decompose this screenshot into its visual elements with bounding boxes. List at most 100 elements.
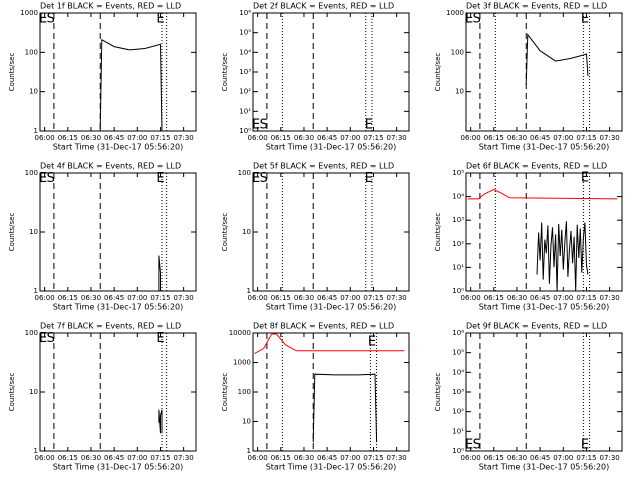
y-tick-label: 10¹ [452,263,464,271]
x-tick-label: 07:30 [387,134,407,142]
y-tick-label: 100 [25,169,38,177]
y-tick-label: 10 [242,418,251,426]
panel: Det 5f BLACK = Events, RED = LLD Start Ti… [221,162,410,312]
plot-frame [252,172,410,292]
plot-frame [39,172,197,292]
data-line [158,409,163,434]
x-tick-label: 06:30 [81,454,101,462]
x-tick-label: 06:30 [507,454,527,462]
panel-title: Det 6f BLACK = Events, RED = LLD [466,162,607,171]
x-tick-label: 07:15 [363,294,383,302]
y-tick-label: 10 [29,228,38,236]
y-tick-label: 10000 [229,329,251,337]
panel: Det 1f BLACK = Events, RED = LLD Start Ti… [8,2,197,152]
event-label: E [581,12,589,27]
x-tick-label: 07:00 [127,294,147,302]
y-tick-label: 10⁴ [452,193,464,201]
x-tick-label: 06:45 [530,134,550,142]
x-axis-label: Start Time (31-Dec-17 05:56:20) [266,303,397,312]
panel: Det 7f BLACK = Events, RED = LLD Start Ti… [8,322,197,472]
y-tick-label: 10⁵ [239,29,251,37]
event-label: E [368,334,376,349]
event-label: S [473,438,481,453]
x-tick-label: 06:45 [317,454,337,462]
plot-frame [252,332,410,452]
event-label: S [260,118,268,133]
x-tick-label: 06:45 [317,294,337,302]
data-line [312,373,378,443]
plot-frame [252,12,410,132]
x-tick-label: 07:15 [150,134,170,142]
x-tick-label: 07:00 [340,294,360,302]
event-label: S [47,331,55,346]
x-tick-label: 07:00 [553,294,573,302]
panel: Det 3f BLACK = Events, RED = LLD Start Ti… [434,2,623,152]
y-tick-label: 10⁴ [452,368,464,376]
event-label: E [581,438,589,453]
panel-title: Det 8f BLACK = Events, RED = LLD [253,322,394,331]
x-tick-label: 06:45 [530,454,550,462]
x-axis-label: Start Time (31-Dec-17 05:56:20) [479,143,610,152]
x-tick-label: 06:00 [35,454,55,462]
y-tick-label: 10² [452,240,464,248]
x-tick-label: 07:00 [127,134,147,142]
x-tick-label: 06:30 [507,134,527,142]
x-tick-label: 06:15 [58,454,78,462]
x-tick-label: 07:00 [127,454,147,462]
x-tick-label: 06:15 [271,454,291,462]
x-tick-label: 07:00 [340,454,360,462]
plot-frame [465,12,623,132]
y-tick-label: 10⁵ [452,349,464,357]
y-tick-label: 100 [25,329,38,337]
x-axis-label: Start Time (31-Dec-17 05:56:20) [266,463,397,472]
event-label: E [156,12,164,27]
x-tick-label: 06:15 [484,454,504,462]
y-tick-label: 10 [29,88,38,96]
x-tick-label: 06:00 [35,294,55,302]
panel-title: Det 7f BLACK = Events, RED = LLD [40,322,181,331]
y-tick-label: 1000 [233,359,251,367]
x-tick-label: 07:15 [150,294,170,302]
event-label: E [365,118,373,133]
y-tick-label: 1 [34,447,38,455]
panel-title: Det 9f BLACK = Events, RED = LLD [466,322,607,331]
x-axis-label: Start Time (31-Dec-17 05:56:20) [53,143,184,152]
x-tick-label: 06:30 [81,294,101,302]
y-tick-label: 10³ [239,68,251,76]
x-tick-label: 06:15 [58,134,78,142]
data-line [525,33,589,85]
y-tick-label: 10 [455,88,464,96]
panel-title: Det 2f BLACK = Events, RED = LLD [253,2,394,11]
y-tick-label: 1000 [20,9,38,17]
y-axis-label: Counts/sec [434,53,442,92]
y-tick-label: 10⁰ [452,447,464,455]
data-line [467,188,618,200]
event-label: E [156,331,164,346]
plot-frame [39,12,197,132]
data-line [254,333,405,355]
event-label: S [47,12,55,27]
x-tick-label: 07:15 [363,454,383,462]
y-tick-label: 1000 [446,9,464,17]
x-tick-label: 07:15 [576,134,596,142]
x-tick-label: 06:45 [104,134,124,142]
x-tick-label: 07:00 [553,134,573,142]
event-label: E [465,12,473,27]
data-line [99,38,163,131]
x-tick-label: 07:15 [576,294,596,302]
panel-title: Det 5f BLACK = Events, RED = LLD [253,162,394,171]
x-tick-label: 07:15 [576,454,596,462]
y-tick-label: 1 [34,127,38,135]
y-axis-label: Counts/sec [8,213,16,252]
plot-frame [465,332,623,452]
x-tick-label: 06:15 [58,294,78,302]
panel: Det 6f BLACK = Events, RED = LLD Start Ti… [434,162,623,312]
event-label: E [252,118,260,133]
y-axis-label: Counts/sec [221,53,229,92]
y-tick-label: 10² [452,408,464,416]
y-tick-label: 10⁰ [452,287,464,295]
event-label: S [47,171,55,186]
y-tick-label: 100 [25,48,38,56]
x-tick-label: 06:00 [248,134,268,142]
